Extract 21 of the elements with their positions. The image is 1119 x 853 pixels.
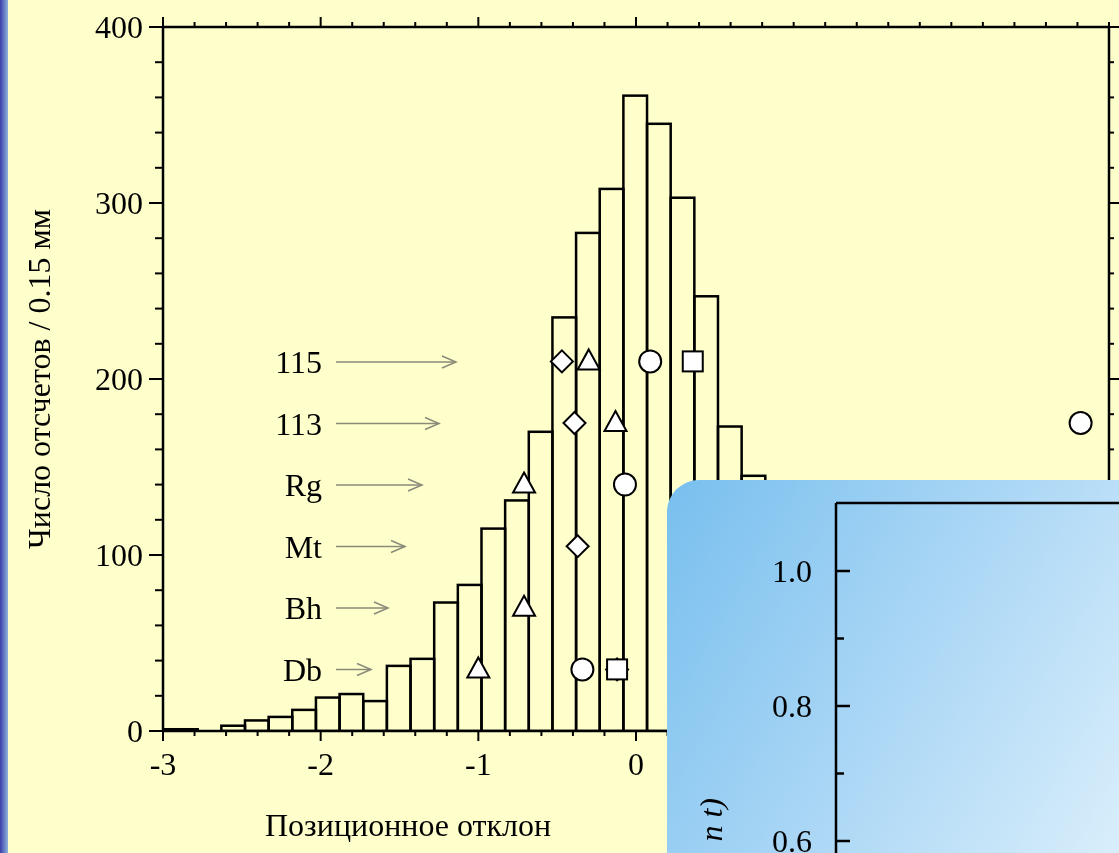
annotation: 113 <box>275 405 322 442</box>
x-tick-label: 0 <box>628 746 644 782</box>
y-tick-label: 300 <box>95 185 143 221</box>
annotation: Mt <box>284 528 323 565</box>
y-tick-label: 400 <box>95 9 143 45</box>
text: 0.6 <box>772 823 812 853</box>
annotation: 1.0 <box>772 553 812 589</box>
annotation: 115 <box>275 344 322 380</box>
y-tick-label: 100 <box>95 537 143 573</box>
x-tick-label: -2 <box>307 746 334 782</box>
x-tick-label: -3 <box>149 746 177 782</box>
annotation: 0.8 <box>772 688 812 724</box>
y-axis-title: Число отсчетов / 0.15 мм <box>21 209 57 549</box>
text: n t) <box>693 798 729 842</box>
y-tick-label: 0 <box>127 713 143 749</box>
annotation: Db <box>282 651 322 688</box>
x-tick-label: -1 <box>465 746 492 782</box>
y-tick-label: 200 <box>95 361 143 397</box>
x-axis-title: Позиционное отклон <box>265 807 552 843</box>
annotation: Bh <box>284 590 322 626</box>
annotation: Rg <box>284 467 322 503</box>
